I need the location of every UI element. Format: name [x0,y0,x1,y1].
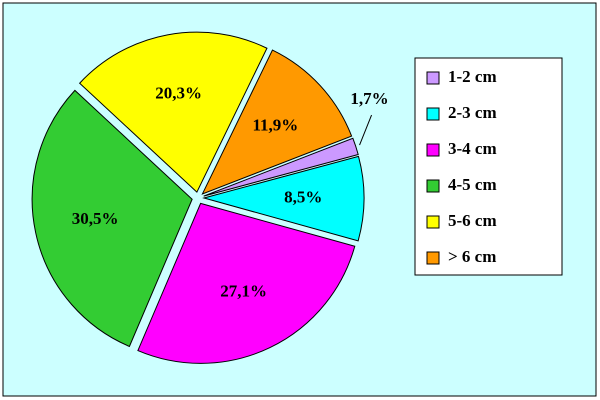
legend-swatch [426,179,440,193]
legend-swatch [426,71,440,85]
data-label: 1,7% [350,89,388,108]
legend-label: 3-4 cm [448,139,497,158]
pie-slice [78,31,268,193]
data-label: 8,5% [284,187,322,206]
legend-label: 2-3 cm [448,103,497,122]
legend-label: 4-5 cm [448,175,497,194]
data-label: 11,9% [253,116,299,135]
legend-label: > 6 cm [448,247,496,266]
legend-swatch [426,215,440,229]
pie-slice [31,89,193,348]
legend-swatch [426,143,440,157]
legend-label: 1-2 cm [448,67,497,86]
pie-slice [201,49,353,195]
legend-swatch [426,107,440,121]
legend-box [414,57,563,276]
data-label: 20,3% [155,83,202,102]
pie-slice [203,137,359,197]
data-label: 30,5% [72,209,119,228]
legend-label: 5-6 cm [448,211,497,230]
pie-slice [137,202,356,364]
leader-line [359,114,373,146]
legend-swatch [426,251,440,265]
pie-slice [202,155,365,242]
data-label: 27,1% [220,282,267,301]
